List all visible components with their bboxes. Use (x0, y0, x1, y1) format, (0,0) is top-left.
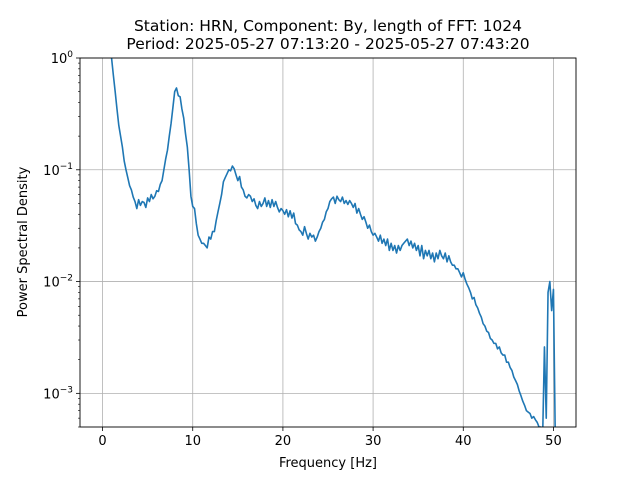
y-axis: 10−3 10−2 10−1 100 (43, 50, 80, 428)
x-tick-label: 10 (184, 434, 201, 449)
x-tick-label: 0 (98, 434, 106, 449)
x-tick-label: 50 (545, 434, 562, 449)
x-axis: 0 10 20 30 40 50 (98, 427, 562, 449)
x-tick-label: 30 (365, 434, 382, 449)
y-tick-label: 10−2 (43, 274, 73, 291)
y-tick-label: 10−1 (43, 162, 73, 179)
chart-title-line-2: Period: 2025-05-27 07:13:20 - 2025-05-27… (126, 35, 529, 53)
x-axis-label: Frequency [Hz] (279, 456, 377, 471)
y-tick-label: 100 (51, 50, 74, 67)
x-tick-label: 40 (455, 434, 472, 449)
y-axis-label: Power Spectral Density (16, 166, 31, 317)
psd-series-line (110, 58, 556, 427)
plot-frame (79, 57, 577, 428)
chart-title-line-1: Station: HRN, Component: By, length of F… (134, 17, 522, 35)
y-tick-label: 10−3 (43, 385, 73, 402)
x-tick-label: 20 (275, 434, 292, 449)
